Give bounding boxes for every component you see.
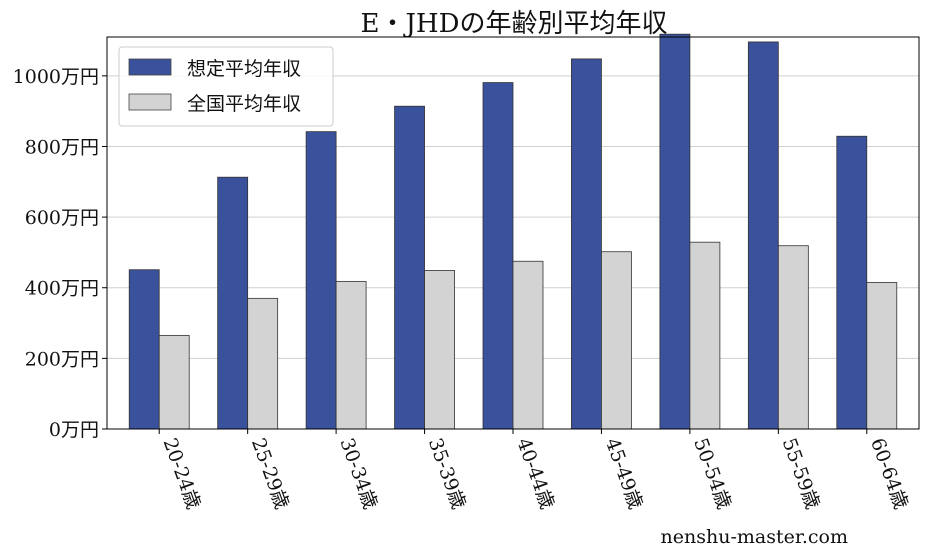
bar-series-1 — [335, 280, 367, 430]
chart-title: E・JHDの年齢別平均年収 — [361, 9, 668, 39]
legend-swatch-1 — [128, 93, 172, 111]
bar-series-0 — [747, 41, 779, 430]
bar-series-0 — [571, 58, 602, 430]
y-tick-label: 200万円 — [25, 348, 99, 370]
bar-series-0 — [217, 176, 249, 430]
bar-series-1 — [424, 270, 455, 430]
x-tick-label: 35-39歳 — [424, 435, 470, 512]
legend-box — [118, 46, 334, 127]
bar-series-1 — [247, 297, 279, 430]
bar-series-0 — [305, 131, 337, 430]
x-tick-label: 55-59歳 — [778, 435, 824, 512]
y-tick-label: 400万円 — [25, 278, 99, 300]
bar-series-1 — [601, 251, 632, 430]
bar-series-0 — [482, 82, 514, 430]
y-tick-label: 800万円 — [25, 136, 99, 158]
x-tick-label: 20-24歳 — [159, 435, 205, 512]
bar-series-1 — [158, 335, 190, 430]
y-tick-label: 1000万円 — [13, 66, 99, 88]
bars — [128, 33, 898, 430]
bar-series-1 — [777, 245, 809, 430]
bar-series-1 — [866, 282, 898, 430]
bar-series-1 — [689, 241, 721, 430]
legend-label-0: 想定平均年収 — [187, 58, 301, 80]
bar-series-0 — [836, 135, 868, 430]
bar-series-0 — [128, 269, 160, 430]
x-axis: 20-24歳 25-29歳 30-34歳 35-39歳 40-44歳 45-49歳 50-5… — [159, 429, 912, 512]
x-tick-label: 45-49歳 — [601, 435, 647, 512]
bar-series-0 — [659, 33, 691, 430]
x-tick-label: 60-64歳 — [866, 435, 912, 512]
bar-series-1 — [512, 260, 544, 430]
x-tick-label: 30-34歳 — [335, 435, 381, 512]
watermark: nenshu-master.com — [661, 526, 848, 548]
legend: 想定平均年収 全国平均年収 — [118, 46, 334, 127]
x-tick-label: 50-54歳 — [689, 435, 735, 512]
x-tick-label: 40-44歳 — [512, 435, 558, 512]
legend-label-1: 全国平均年収 — [187, 93, 301, 115]
y-axis: 0万円 200万円 400万円 600万円 800万円 1000万円 — [13, 66, 107, 441]
legend-swatch-0 — [128, 58, 172, 76]
y-tick-label: 600万円 — [25, 207, 99, 229]
y-tick-label: 0万円 — [49, 419, 99, 441]
x-tick-label: 25-29歳 — [247, 435, 293, 512]
bar-series-0 — [394, 105, 425, 430]
